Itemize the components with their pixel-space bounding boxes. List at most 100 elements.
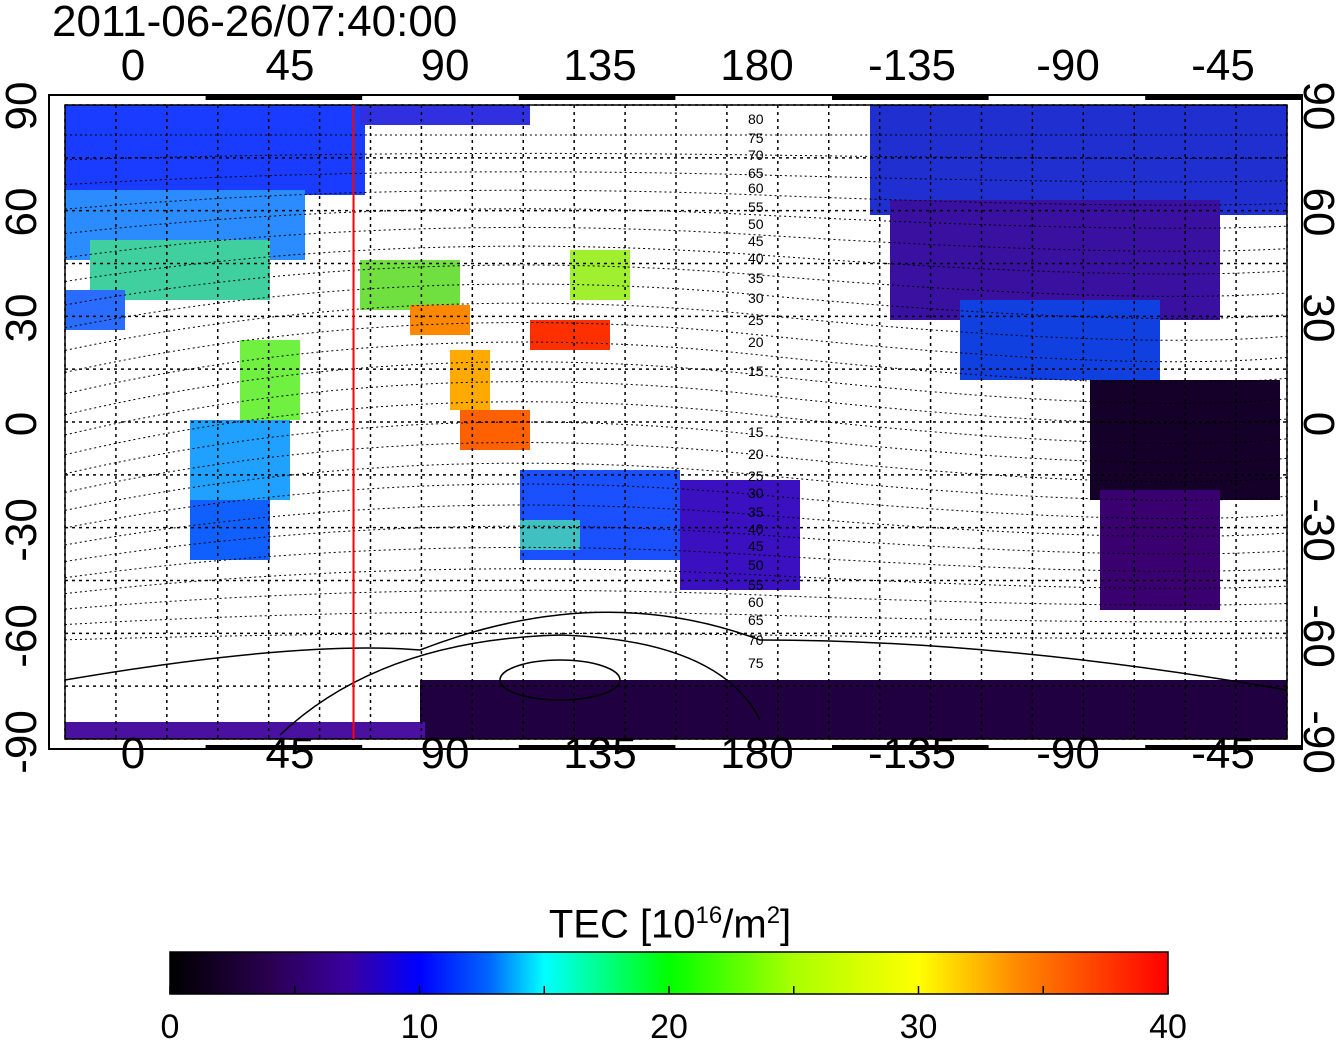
contour-label: 45 bbox=[748, 233, 764, 249]
colorbar-tick-label: 20 bbox=[650, 1008, 688, 1046]
timestamp-title: 2011-06-26/07:40:00 bbox=[52, 0, 458, 46]
left-axis-tick: -60 bbox=[0, 604, 46, 668]
tec-patch bbox=[1090, 380, 1280, 500]
magnetic-latitude-line bbox=[64, 401, 1288, 456]
tec-patch bbox=[65, 722, 425, 739]
magnetic-latitude-line bbox=[64, 171, 1288, 186]
contour-line bbox=[499, 659, 621, 701]
bottom-axis-tick: -45 bbox=[1191, 729, 1255, 778]
contour-label: 55 bbox=[748, 199, 764, 215]
top-axis-tick: 90 bbox=[420, 41, 470, 90]
bottom-axis-tick: -90 bbox=[1036, 729, 1100, 778]
tec-patch bbox=[360, 260, 460, 310]
contour-label: 60 bbox=[748, 180, 764, 196]
frame-bar-top bbox=[518, 95, 676, 100]
contour-label: 25 bbox=[748, 312, 764, 328]
map-inner-frame bbox=[64, 104, 1288, 740]
bottom-axis-tick: -135 bbox=[867, 729, 957, 778]
right-axis-tick: 30 bbox=[1294, 293, 1340, 343]
frame-bar-bottom bbox=[518, 745, 676, 750]
magnetic-latitude-line bbox=[64, 341, 1288, 395]
contour-label: 75 bbox=[748, 655, 764, 671]
contour-label: 50 bbox=[748, 557, 764, 573]
tec-patch bbox=[570, 250, 630, 300]
contour-label: 40 bbox=[748, 250, 764, 266]
contour-label: 45 bbox=[748, 538, 764, 554]
right-axis-tick: 0 bbox=[1294, 411, 1340, 437]
map-grid bbox=[64, 104, 1288, 740]
contour-label: 15 bbox=[748, 424, 764, 440]
top-axis-tick: -135 bbox=[867, 41, 957, 90]
top-axis-tick: -45 bbox=[1191, 41, 1255, 90]
frame-bar-top bbox=[832, 95, 989, 100]
colorbar-tick-label: 30 bbox=[899, 1008, 938, 1046]
contour-label: 70 bbox=[748, 632, 764, 648]
top-axis-tick: 45 bbox=[265, 41, 315, 90]
magnetic-latitude-line bbox=[64, 208, 1288, 235]
magnetic-latitude-line bbox=[64, 525, 1288, 563]
contour-label: 75 bbox=[748, 130, 764, 146]
frame-bar-top bbox=[1145, 95, 1302, 100]
tec-patch bbox=[1100, 490, 1220, 610]
contour-label: 25 bbox=[748, 468, 764, 484]
colorbar-tick-label: 40 bbox=[1149, 1008, 1187, 1046]
right-axis-tick: -90 bbox=[1294, 710, 1340, 774]
top-axis-tick: 0 bbox=[120, 41, 146, 90]
magnetic-latitude-line bbox=[64, 611, 1288, 626]
contour-label: 60 bbox=[748, 594, 764, 610]
magnetic-latitude-line bbox=[64, 189, 1288, 210]
bottom-axis-tick: 180 bbox=[720, 729, 794, 778]
contour-label: 20 bbox=[748, 334, 764, 350]
contour-label: 65 bbox=[748, 612, 764, 628]
tec-patch bbox=[360, 105, 530, 125]
left-axis-tick: 90 bbox=[0, 81, 46, 131]
contour-line bbox=[64, 611, 1288, 691]
bottom-axis-tick: 90 bbox=[420, 729, 470, 778]
contour-label: 35 bbox=[748, 504, 764, 520]
contour-label: 35 bbox=[748, 270, 764, 286]
frame-bar-bottom bbox=[1145, 745, 1302, 750]
magnetic-latitude-line bbox=[64, 504, 1288, 546]
magnetic-latitude-line bbox=[64, 546, 1288, 579]
contour-label: 20 bbox=[748, 446, 764, 462]
magnetic-latitude-line bbox=[64, 302, 1288, 351]
tec-data-layer bbox=[65, 105, 1287, 739]
bottom-axis-tick: 135 bbox=[563, 729, 637, 778]
magnetic-latitude-line bbox=[64, 264, 1288, 306]
right-axis-tick: 60 bbox=[1294, 187, 1340, 237]
magnetic-latitude-line bbox=[64, 152, 1288, 161]
magnetic-latitude-line bbox=[64, 283, 1288, 329]
frame-bar-bottom bbox=[832, 745, 989, 750]
magnetic-latitude-line bbox=[64, 568, 1288, 595]
magnetic-latitude-lines bbox=[64, 134, 1288, 641]
tec-patch bbox=[530, 320, 610, 350]
frame-scale-bars bbox=[205, 95, 1302, 750]
tec-patch bbox=[870, 105, 1287, 215]
tec-patch bbox=[450, 350, 490, 410]
left-axis-tick: 0 bbox=[0, 411, 46, 437]
magnetic-latitude-line bbox=[64, 381, 1288, 436]
magnetic-latitude-line bbox=[64, 589, 1288, 610]
contour-label: 15 bbox=[748, 363, 764, 379]
tec-patch bbox=[190, 420, 290, 500]
left-axis-tick: -90 bbox=[0, 710, 46, 774]
contour-label: 50 bbox=[748, 216, 764, 232]
right-axis-tick: 90 bbox=[1294, 81, 1340, 131]
contour-label: 40 bbox=[748, 521, 764, 537]
magnetic-latitude-line bbox=[64, 361, 1288, 416]
tec-patch bbox=[420, 680, 1287, 739]
magnetic-latitude-line bbox=[64, 421, 1288, 475]
tec-patch bbox=[680, 480, 800, 590]
magnetic-latitude-line bbox=[64, 245, 1288, 283]
contour-label: 55 bbox=[748, 577, 764, 593]
contour-line bbox=[279, 634, 761, 736]
contour-label: 30 bbox=[748, 485, 764, 501]
magnetic-latitude-line bbox=[64, 483, 1288, 529]
top-axis-tick: 180 bbox=[720, 41, 794, 90]
colorbar-tick-label: 0 bbox=[160, 1008, 180, 1046]
tec-patch bbox=[65, 105, 365, 195]
contour-label: 30 bbox=[748, 290, 764, 306]
bottom-axis-tick: 0 bbox=[120, 729, 146, 778]
top-axis-tick: -90 bbox=[1036, 41, 1100, 90]
map-frame bbox=[48, 94, 1303, 750]
